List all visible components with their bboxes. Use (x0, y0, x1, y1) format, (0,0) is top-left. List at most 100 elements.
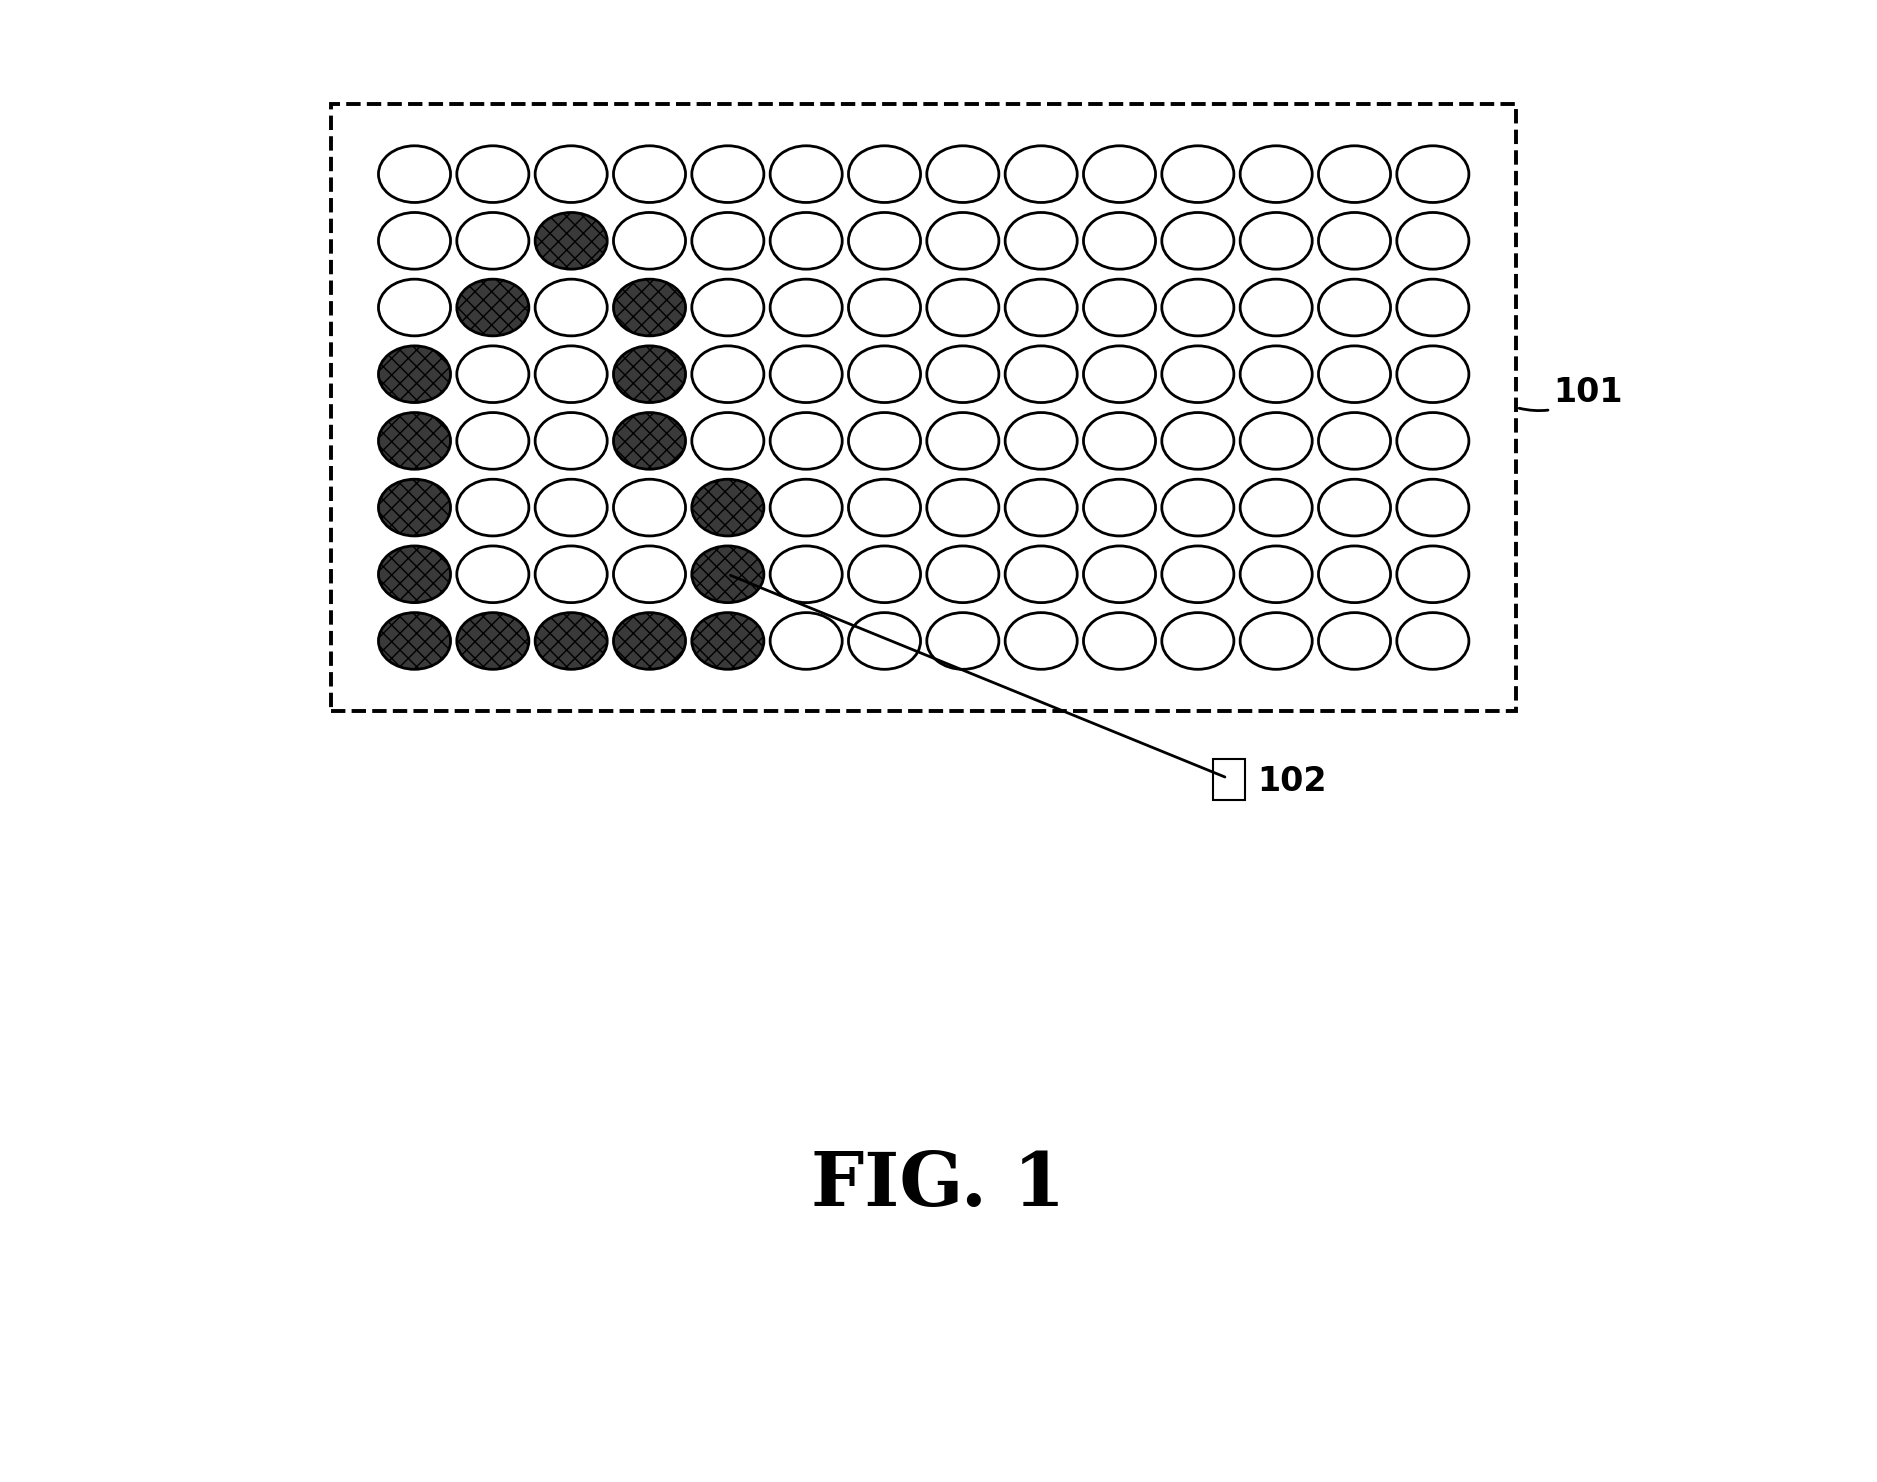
Ellipse shape (1318, 612, 1391, 670)
Ellipse shape (456, 612, 529, 670)
Ellipse shape (1318, 145, 1391, 203)
Ellipse shape (1006, 479, 1077, 536)
Ellipse shape (456, 212, 529, 270)
Ellipse shape (379, 545, 450, 603)
Ellipse shape (1083, 545, 1156, 603)
Ellipse shape (927, 279, 999, 336)
Ellipse shape (1083, 612, 1156, 670)
Ellipse shape (1006, 212, 1077, 270)
Ellipse shape (535, 612, 606, 670)
Ellipse shape (693, 412, 764, 470)
Ellipse shape (535, 479, 606, 536)
Ellipse shape (456, 279, 529, 336)
Ellipse shape (379, 612, 450, 670)
Ellipse shape (1396, 612, 1470, 670)
Ellipse shape (770, 412, 843, 470)
Ellipse shape (456, 479, 529, 536)
Ellipse shape (1241, 545, 1312, 603)
Ellipse shape (1241, 412, 1312, 470)
Ellipse shape (1241, 479, 1312, 536)
Ellipse shape (1241, 612, 1312, 670)
Ellipse shape (1162, 212, 1233, 270)
Text: FIG. 1: FIG. 1 (811, 1149, 1066, 1223)
Ellipse shape (770, 545, 843, 603)
Ellipse shape (1006, 345, 1077, 403)
Ellipse shape (848, 545, 920, 603)
Ellipse shape (1006, 279, 1077, 336)
Ellipse shape (770, 612, 843, 670)
Ellipse shape (848, 412, 920, 470)
Ellipse shape (927, 612, 999, 670)
Ellipse shape (1396, 479, 1470, 536)
Ellipse shape (1241, 212, 1312, 270)
Ellipse shape (1083, 212, 1156, 270)
Ellipse shape (456, 545, 529, 603)
Ellipse shape (1396, 412, 1470, 470)
Ellipse shape (1083, 145, 1156, 203)
Ellipse shape (1083, 279, 1156, 336)
Ellipse shape (535, 279, 606, 336)
Ellipse shape (1318, 212, 1391, 270)
Ellipse shape (1162, 479, 1233, 536)
Ellipse shape (535, 212, 606, 270)
Ellipse shape (927, 212, 999, 270)
Ellipse shape (1318, 345, 1391, 403)
Ellipse shape (379, 479, 450, 536)
Ellipse shape (848, 479, 920, 536)
Text: 101: 101 (1518, 376, 1624, 411)
Ellipse shape (1006, 545, 1077, 603)
Ellipse shape (1396, 279, 1470, 336)
Bar (1213, 759, 1244, 800)
Ellipse shape (379, 145, 450, 203)
Ellipse shape (379, 279, 450, 336)
Ellipse shape (1162, 412, 1233, 470)
Ellipse shape (770, 345, 843, 403)
Text: 102: 102 (1258, 765, 1327, 797)
Ellipse shape (693, 212, 764, 270)
Ellipse shape (770, 145, 843, 203)
Ellipse shape (927, 145, 999, 203)
Ellipse shape (848, 212, 920, 270)
Ellipse shape (770, 212, 843, 270)
Ellipse shape (1162, 145, 1233, 203)
Ellipse shape (614, 145, 685, 203)
Ellipse shape (535, 412, 606, 470)
Ellipse shape (614, 345, 685, 403)
Ellipse shape (1083, 412, 1156, 470)
Ellipse shape (1162, 345, 1233, 403)
Ellipse shape (693, 545, 764, 603)
Ellipse shape (927, 479, 999, 536)
Ellipse shape (927, 345, 999, 403)
Ellipse shape (456, 412, 529, 470)
Ellipse shape (1241, 345, 1312, 403)
Ellipse shape (1083, 479, 1156, 536)
Ellipse shape (1162, 612, 1233, 670)
Ellipse shape (770, 279, 843, 336)
Ellipse shape (535, 545, 606, 603)
Ellipse shape (848, 345, 920, 403)
Ellipse shape (693, 279, 764, 336)
Ellipse shape (693, 345, 764, 403)
Ellipse shape (614, 545, 685, 603)
Ellipse shape (1162, 545, 1233, 603)
Ellipse shape (1241, 145, 1312, 203)
Ellipse shape (614, 212, 685, 270)
Ellipse shape (1006, 412, 1077, 470)
Ellipse shape (693, 479, 764, 536)
Ellipse shape (927, 545, 999, 603)
Ellipse shape (848, 612, 920, 670)
Ellipse shape (1318, 412, 1391, 470)
Ellipse shape (614, 412, 685, 470)
Ellipse shape (1396, 212, 1470, 270)
Ellipse shape (1318, 279, 1391, 336)
Ellipse shape (848, 145, 920, 203)
Ellipse shape (927, 412, 999, 470)
Ellipse shape (456, 145, 529, 203)
Ellipse shape (535, 145, 606, 203)
Ellipse shape (1162, 279, 1233, 336)
Ellipse shape (1318, 545, 1391, 603)
Ellipse shape (379, 345, 450, 403)
Ellipse shape (848, 279, 920, 336)
Ellipse shape (1318, 479, 1391, 536)
Ellipse shape (1241, 279, 1312, 336)
